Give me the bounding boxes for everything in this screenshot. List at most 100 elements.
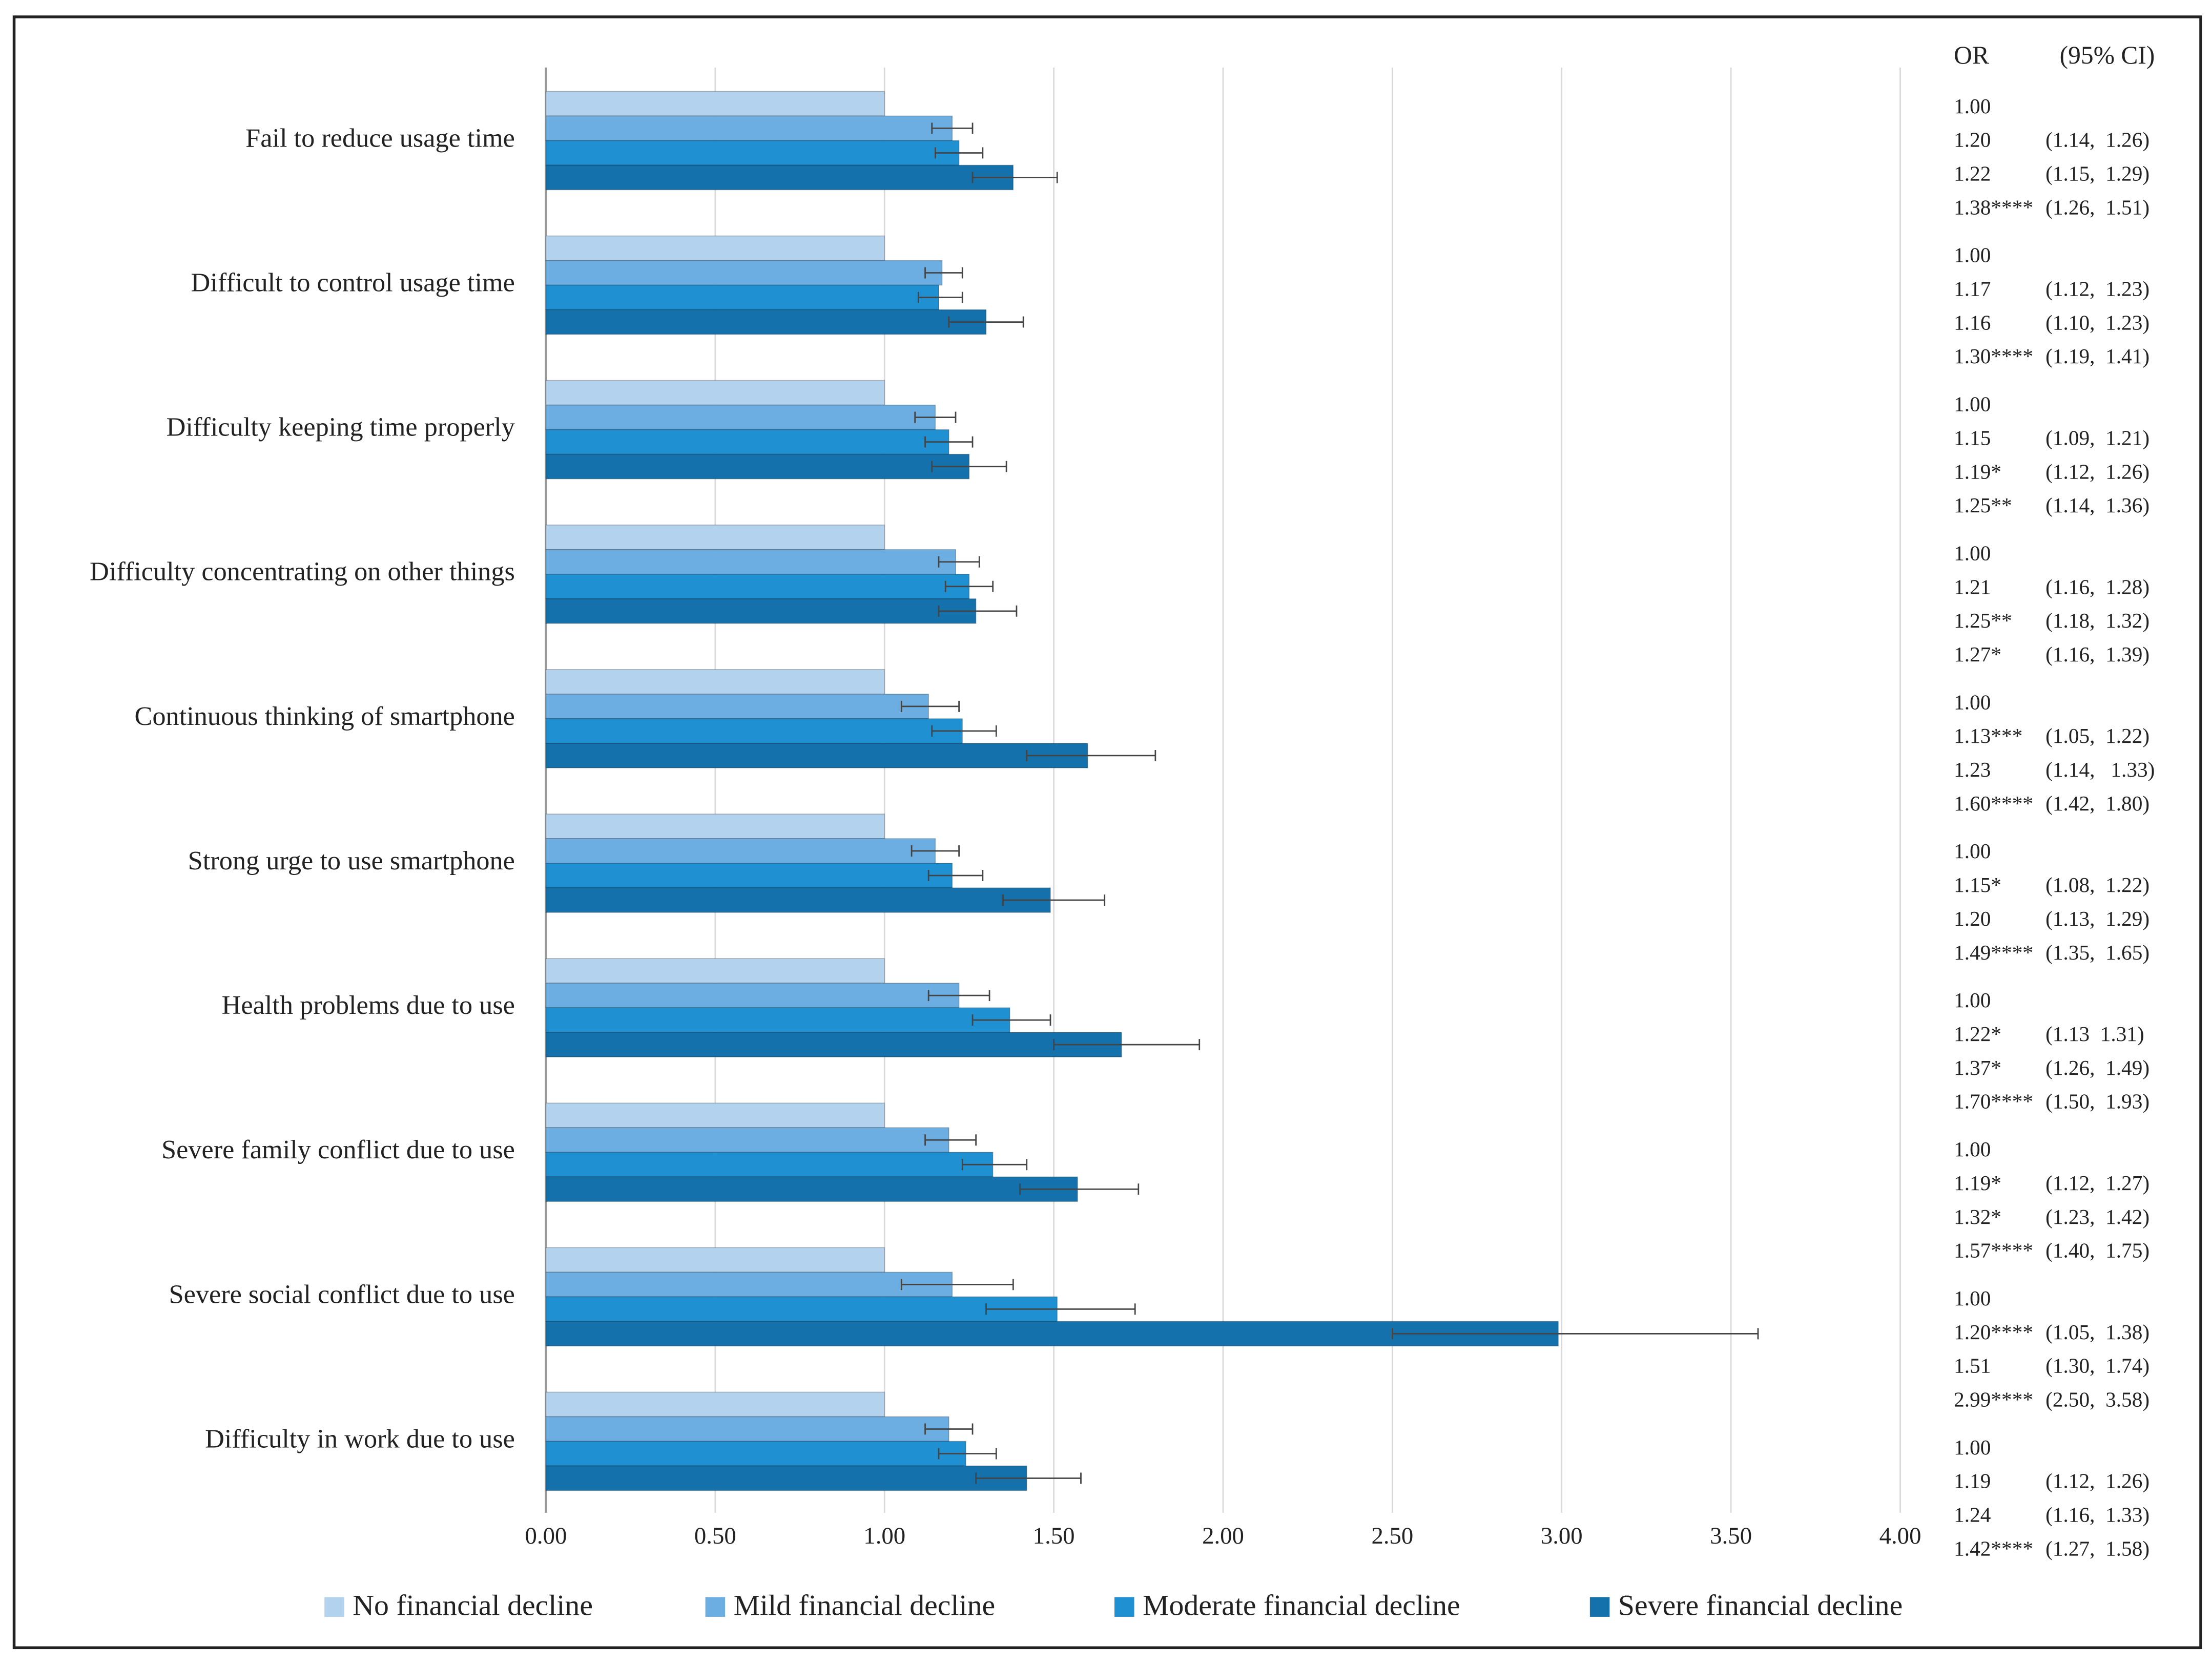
bar (545, 235, 885, 261)
bar (545, 1272, 953, 1298)
error-bar (961, 1159, 1028, 1171)
bar (545, 743, 1088, 768)
or-label: 1.60**** (1954, 792, 2033, 815)
ci-label: (1.50, 1.93) (2045, 1090, 2149, 1114)
legend-label: No financial decline (353, 1590, 593, 1622)
bar (545, 549, 956, 575)
error-bar (900, 700, 960, 712)
category-label: Health problems due to use (222, 990, 515, 1020)
bar (545, 718, 963, 744)
ci-label: (1.12, 1.26) (2045, 460, 2149, 484)
or-label: 1.16 (1954, 310, 1991, 334)
ci-label: (1.14, 1.33) (2045, 758, 2155, 782)
or-label: 1.23 (1954, 758, 1991, 781)
or-label: 1.25** (1954, 609, 2012, 632)
error-bar (927, 990, 990, 1002)
error-bar (1002, 894, 1106, 906)
bar (545, 1441, 966, 1467)
x-tick-label: 0.00 (525, 1523, 567, 1549)
error-bar (917, 291, 963, 303)
bar (545, 887, 1051, 913)
bar (545, 91, 885, 117)
error-bar (924, 436, 974, 448)
error-bar (900, 1279, 1014, 1290)
ci-label: (1.18, 1.32) (2045, 609, 2149, 633)
bar (545, 983, 960, 1008)
or-label: 1.38**** (1954, 195, 2033, 219)
error-bar (924, 267, 963, 279)
ci-label: (1.23, 1.42) (2045, 1205, 2149, 1229)
bar (545, 598, 977, 624)
error-bar (971, 172, 1058, 183)
or-label: 1.19 (1954, 1469, 1991, 1493)
bar (545, 1007, 1010, 1033)
or-label: 1.25** (1954, 493, 2012, 517)
or-label: 1.00 (1954, 1435, 1991, 1459)
ci-label: (1.05, 1.22) (2045, 724, 2149, 748)
or-label: 1.00 (1954, 542, 1991, 565)
bar (545, 1102, 885, 1129)
legend-swatch (1589, 1597, 1610, 1617)
ci-header: (95% CI) (2060, 41, 2155, 69)
bar (545, 309, 987, 335)
category-label: Severe family conflict due to use (161, 1135, 515, 1164)
legend-label: Moderate financial decline (1143, 1590, 1460, 1622)
ci-label: (1.16, 1.28) (2045, 575, 2149, 599)
bar (545, 573, 970, 599)
bar (545, 1416, 949, 1442)
or-label: 1.20 (1954, 128, 1991, 152)
bar (545, 380, 885, 406)
error-bar (1026, 749, 1156, 761)
bar (545, 1391, 885, 1418)
x-tick-label: 3.00 (1541, 1523, 1583, 1549)
or-label: 1.57**** (1954, 1239, 2033, 1262)
x-tick-label: 4.00 (1879, 1523, 1921, 1549)
error-bar (938, 605, 1018, 617)
bar (545, 260, 943, 286)
error-bar (924, 1423, 974, 1435)
error-bar (931, 461, 1007, 472)
x-tick-label: 0.50 (694, 1523, 736, 1549)
or-label: 1.00 (1954, 94, 1991, 118)
bar (545, 1152, 994, 1178)
bar (545, 453, 970, 480)
error-bar (924, 1134, 977, 1146)
or-label: 1.17 (1954, 277, 1991, 301)
or-label: 1.00 (1954, 392, 1991, 416)
error-bar (938, 556, 980, 568)
error-bar (948, 316, 1024, 328)
legend-label: Severe financial decline (1618, 1590, 1903, 1622)
error-bar (914, 411, 957, 423)
or-label: 1.15 (1954, 426, 1991, 449)
bar (545, 958, 885, 984)
or-label: 1.21 (1954, 575, 1991, 598)
error-bar (934, 147, 984, 159)
ci-label: (1.19, 1.41) (2045, 344, 2149, 368)
bar (545, 694, 929, 719)
frame (12, 15, 2202, 1650)
x-tick-label: 1.50 (1033, 1523, 1075, 1549)
ci-label: (2.50, 3.58) (2045, 1388, 2149, 1412)
bar (545, 140, 960, 166)
ci-label: (1.30, 1.74) (2045, 1354, 2149, 1378)
ci-label: (1.26, 1.49) (2045, 1056, 2149, 1080)
error-bar (975, 1472, 1082, 1484)
or-label: 1.42**** (1954, 1536, 2033, 1560)
ci-label: (1.13, 1.29) (2045, 907, 2149, 931)
category-label: Difficult to control usage time (191, 268, 515, 298)
category-label: Difficulty in work due to use (205, 1424, 515, 1453)
ci-label: (1.13 1.31) (2045, 1022, 2144, 1046)
or-header: OR (1954, 41, 1989, 69)
x-tick-label: 2.00 (1202, 1523, 1244, 1549)
bar (545, 669, 885, 695)
ci-label: (1.42, 1.80) (2045, 792, 2149, 816)
error-bar (1053, 1039, 1201, 1051)
error-bar (931, 122, 974, 134)
ci-label: (1.16, 1.39) (2045, 642, 2149, 667)
or-label: 1.00 (1954, 1137, 1991, 1161)
ci-label: (1.16, 1.33) (2045, 1503, 2149, 1527)
bar (545, 1465, 1027, 1491)
bar (545, 814, 885, 839)
x-tick-label: 1.00 (863, 1523, 905, 1549)
